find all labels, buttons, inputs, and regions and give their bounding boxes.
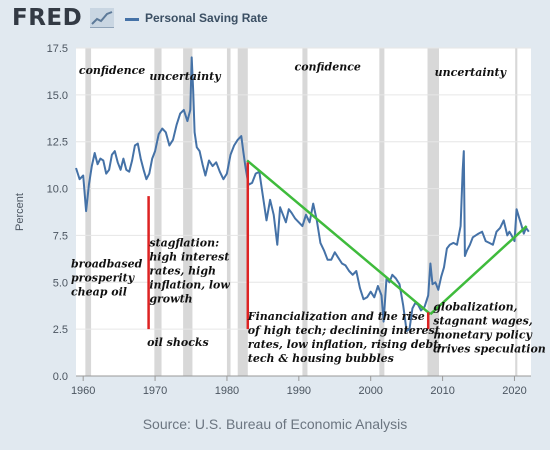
trendline (246, 159, 432, 316)
recession-band (85, 48, 92, 376)
annotation-text: confidence (79, 64, 145, 77)
recession-band (237, 48, 248, 376)
annotation-text: Financialization and the rise of high tec… (247, 310, 443, 365)
x-tick-label: 1960 (71, 385, 95, 397)
y-tick-label: 0.0 (53, 371, 68, 383)
y-tick-label: 17.5 (47, 43, 68, 55)
event-markers (147, 162, 430, 330)
fred-chart-icon (90, 8, 114, 28)
annotation-text: globalization, stagnant wages, monetary po… (433, 300, 546, 355)
recession-band (427, 48, 439, 376)
legend-swatch (125, 18, 139, 21)
source-note: Source: U.S. Bureau of Economic Analysis (142, 416, 408, 432)
recession-band (154, 48, 162, 376)
x-tick-label: 2010 (430, 385, 454, 397)
recession-band (183, 48, 193, 376)
annotation-text: stagflation: high interest rates, high infl… (149, 237, 230, 306)
recession-band (302, 48, 308, 376)
annotation-text: confidence (295, 60, 361, 73)
annotation-text: oil shocks (147, 336, 209, 349)
annotation-text: broadbased prosperity cheap oil (71, 257, 143, 298)
annotations: confidence uncertainty confidence uncertain… (71, 60, 546, 364)
recession-band (379, 48, 385, 376)
y-axis-title: Percent (14, 193, 26, 231)
x-tick-labels: 1960 1970 1980 1990 2000 2010 2020 (71, 375, 531, 397)
annotation-text: uncertainty (149, 70, 222, 83)
fred-header: FRED Personal Saving Rate (0, 0, 550, 40)
y-tick-label: 2.5 (53, 324, 68, 336)
series-line[interactable] (75, 56, 530, 332)
annotation-text: uncertainty (435, 66, 508, 79)
y-tick-label: 10.0 (47, 184, 68, 196)
trendlines (246, 159, 528, 316)
legend-label[interactable]: Personal Saving Rate (145, 11, 268, 25)
series-group (75, 56, 530, 332)
recession-band (226, 48, 231, 376)
x-tick-label: 1970 (143, 385, 167, 397)
x-tick-label: 2000 (358, 385, 382, 397)
y-tick-labels: 0.0 2.5 5.0 7.5 10.0 12.5 15.0 17.5 (47, 43, 68, 383)
y-tick-label: 7.5 (53, 230, 68, 242)
y-tick-label: 12.5 (47, 137, 68, 149)
trendline (429, 225, 528, 316)
fred-logo[interactable]: FRED (12, 5, 83, 31)
y-tick-label: 15.0 (47, 90, 68, 102)
x-tick-label: 2020 (502, 385, 526, 397)
x-tick-label: 1980 (215, 385, 239, 397)
x-tick-label: 1990 (287, 385, 311, 397)
y-tick-label: 5.0 (53, 277, 68, 289)
